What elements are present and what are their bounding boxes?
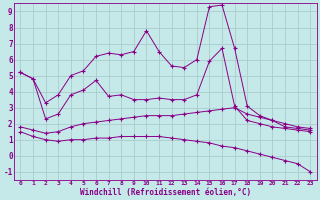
X-axis label: Windchill (Refroidissement éolien,°C): Windchill (Refroidissement éolien,°C) — [80, 188, 251, 197]
